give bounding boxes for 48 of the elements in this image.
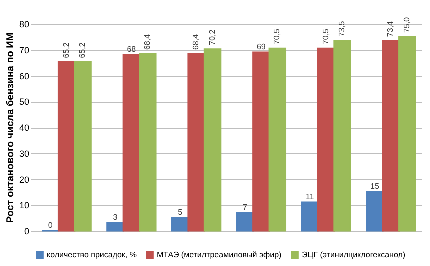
data-label: 68: [127, 45, 137, 54]
legend-label: МТАЭ (метилтреамиловый эфир): [157, 250, 282, 260]
y-tick-label: 10: [19, 200, 30, 211]
bar: [58, 62, 76, 232]
y-tick-label: 0: [24, 226, 30, 236]
y-tick-label: 20: [19, 174, 30, 185]
y-tick-label: 40: [19, 123, 30, 133]
data-label: 69: [256, 42, 266, 52]
bar: [122, 54, 141, 232]
data-label: 15: [370, 182, 380, 192]
bar: [268, 48, 287, 232]
bar: [171, 217, 190, 232]
data-label: 7: [242, 202, 248, 212]
bar: [74, 62, 92, 232]
data-label: 5: [178, 208, 184, 218]
bar: [398, 36, 416, 232]
data-label: 70,5: [321, 28, 330, 45]
legend-label: ЭЦГ (этинилциклогексанол): [302, 250, 406, 260]
data-label: 68,4: [142, 34, 152, 50]
bar: [252, 52, 270, 232]
bar: [382, 40, 400, 232]
bar: [334, 40, 352, 232]
data-label: 0: [48, 221, 54, 230]
data-label: 70,5: [272, 28, 282, 45]
legend-label: количество присадок, %: [47, 250, 137, 260]
data-label: 65,2: [62, 42, 71, 58]
data-label: 68,4: [192, 34, 201, 50]
y-tick-label: 50: [19, 97, 30, 108]
data-label: 65,2: [78, 42, 88, 58]
bar: [139, 53, 157, 232]
data-label: 70,2: [208, 29, 217, 46]
bar: [317, 48, 336, 232]
bar: [106, 222, 124, 232]
y-tick-label: 70: [19, 45, 30, 56]
data-label: 73,4: [386, 20, 396, 38]
data-label: 11: [306, 192, 315, 202]
data-label: 3: [113, 213, 118, 222]
data-label: 73,5: [338, 20, 347, 37]
bar: [301, 202, 319, 232]
data-label: 75,0: [402, 16, 412, 33]
y-tick-label: 80: [19, 20, 30, 30]
bar: [204, 48, 222, 232]
bar: [236, 212, 254, 232]
y-tick-label: 60: [19, 71, 30, 82]
bar: [188, 53, 206, 232]
bar: [366, 191, 384, 232]
y-axis-title: Рост октанового числа бензина по ИМ: [5, 32, 16, 224]
y-tick-label: 30: [19, 148, 30, 159]
